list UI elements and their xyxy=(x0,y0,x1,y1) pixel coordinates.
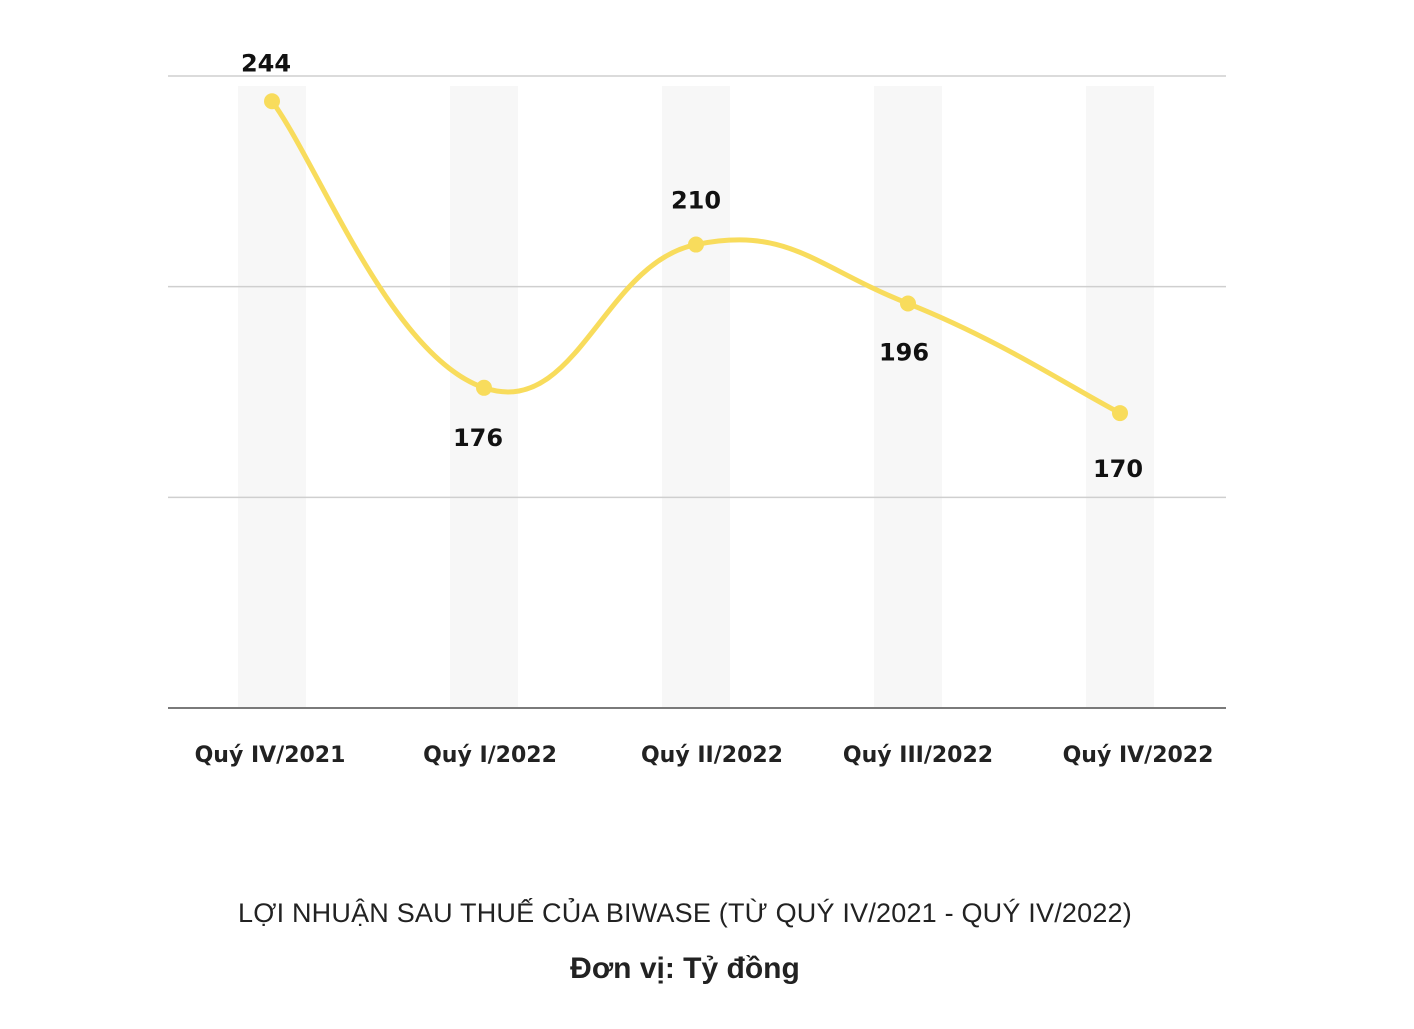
x-tick-label: Quý II/2022 xyxy=(641,743,783,768)
chart-title: LỢI NHUẬN SAU THUẾ CỦA BIWASE (TỪ QUÝ IV… xyxy=(238,898,1132,928)
data-label: 210 xyxy=(671,187,721,215)
x-tick-label: Quý IV/2022 xyxy=(1063,743,1214,768)
series-line xyxy=(269,98,1123,416)
data-point xyxy=(264,93,280,110)
data-point xyxy=(900,295,916,312)
data-point xyxy=(1112,405,1128,422)
unit-label: Đơn vị: Tỷ đồng xyxy=(570,952,800,985)
category-band xyxy=(238,86,306,708)
data-label: 176 xyxy=(453,424,503,452)
x-tick-label: Quý III/2022 xyxy=(843,743,993,768)
category-band xyxy=(662,86,730,708)
category-band xyxy=(450,86,518,708)
data-points xyxy=(264,93,1128,422)
data-point xyxy=(688,236,704,253)
data-label: 196 xyxy=(879,339,929,367)
category-band xyxy=(1086,86,1154,708)
data-label: 244 xyxy=(241,49,291,77)
x-tick-label: Quý IV/2021 xyxy=(195,743,346,768)
category-band xyxy=(874,86,942,708)
data-label: 170 xyxy=(1093,455,1143,483)
x-tick-label: Quý I/2022 xyxy=(423,743,557,768)
data-labels: 244 176 210 196 170 xyxy=(241,49,1143,483)
gridlines xyxy=(168,75,1226,499)
data-point xyxy=(476,379,492,396)
category-bands xyxy=(238,86,1154,708)
x-tick-labels: Quý IV/2021 Quý I/2022 Quý II/2022 Quý III/… xyxy=(195,743,1214,768)
